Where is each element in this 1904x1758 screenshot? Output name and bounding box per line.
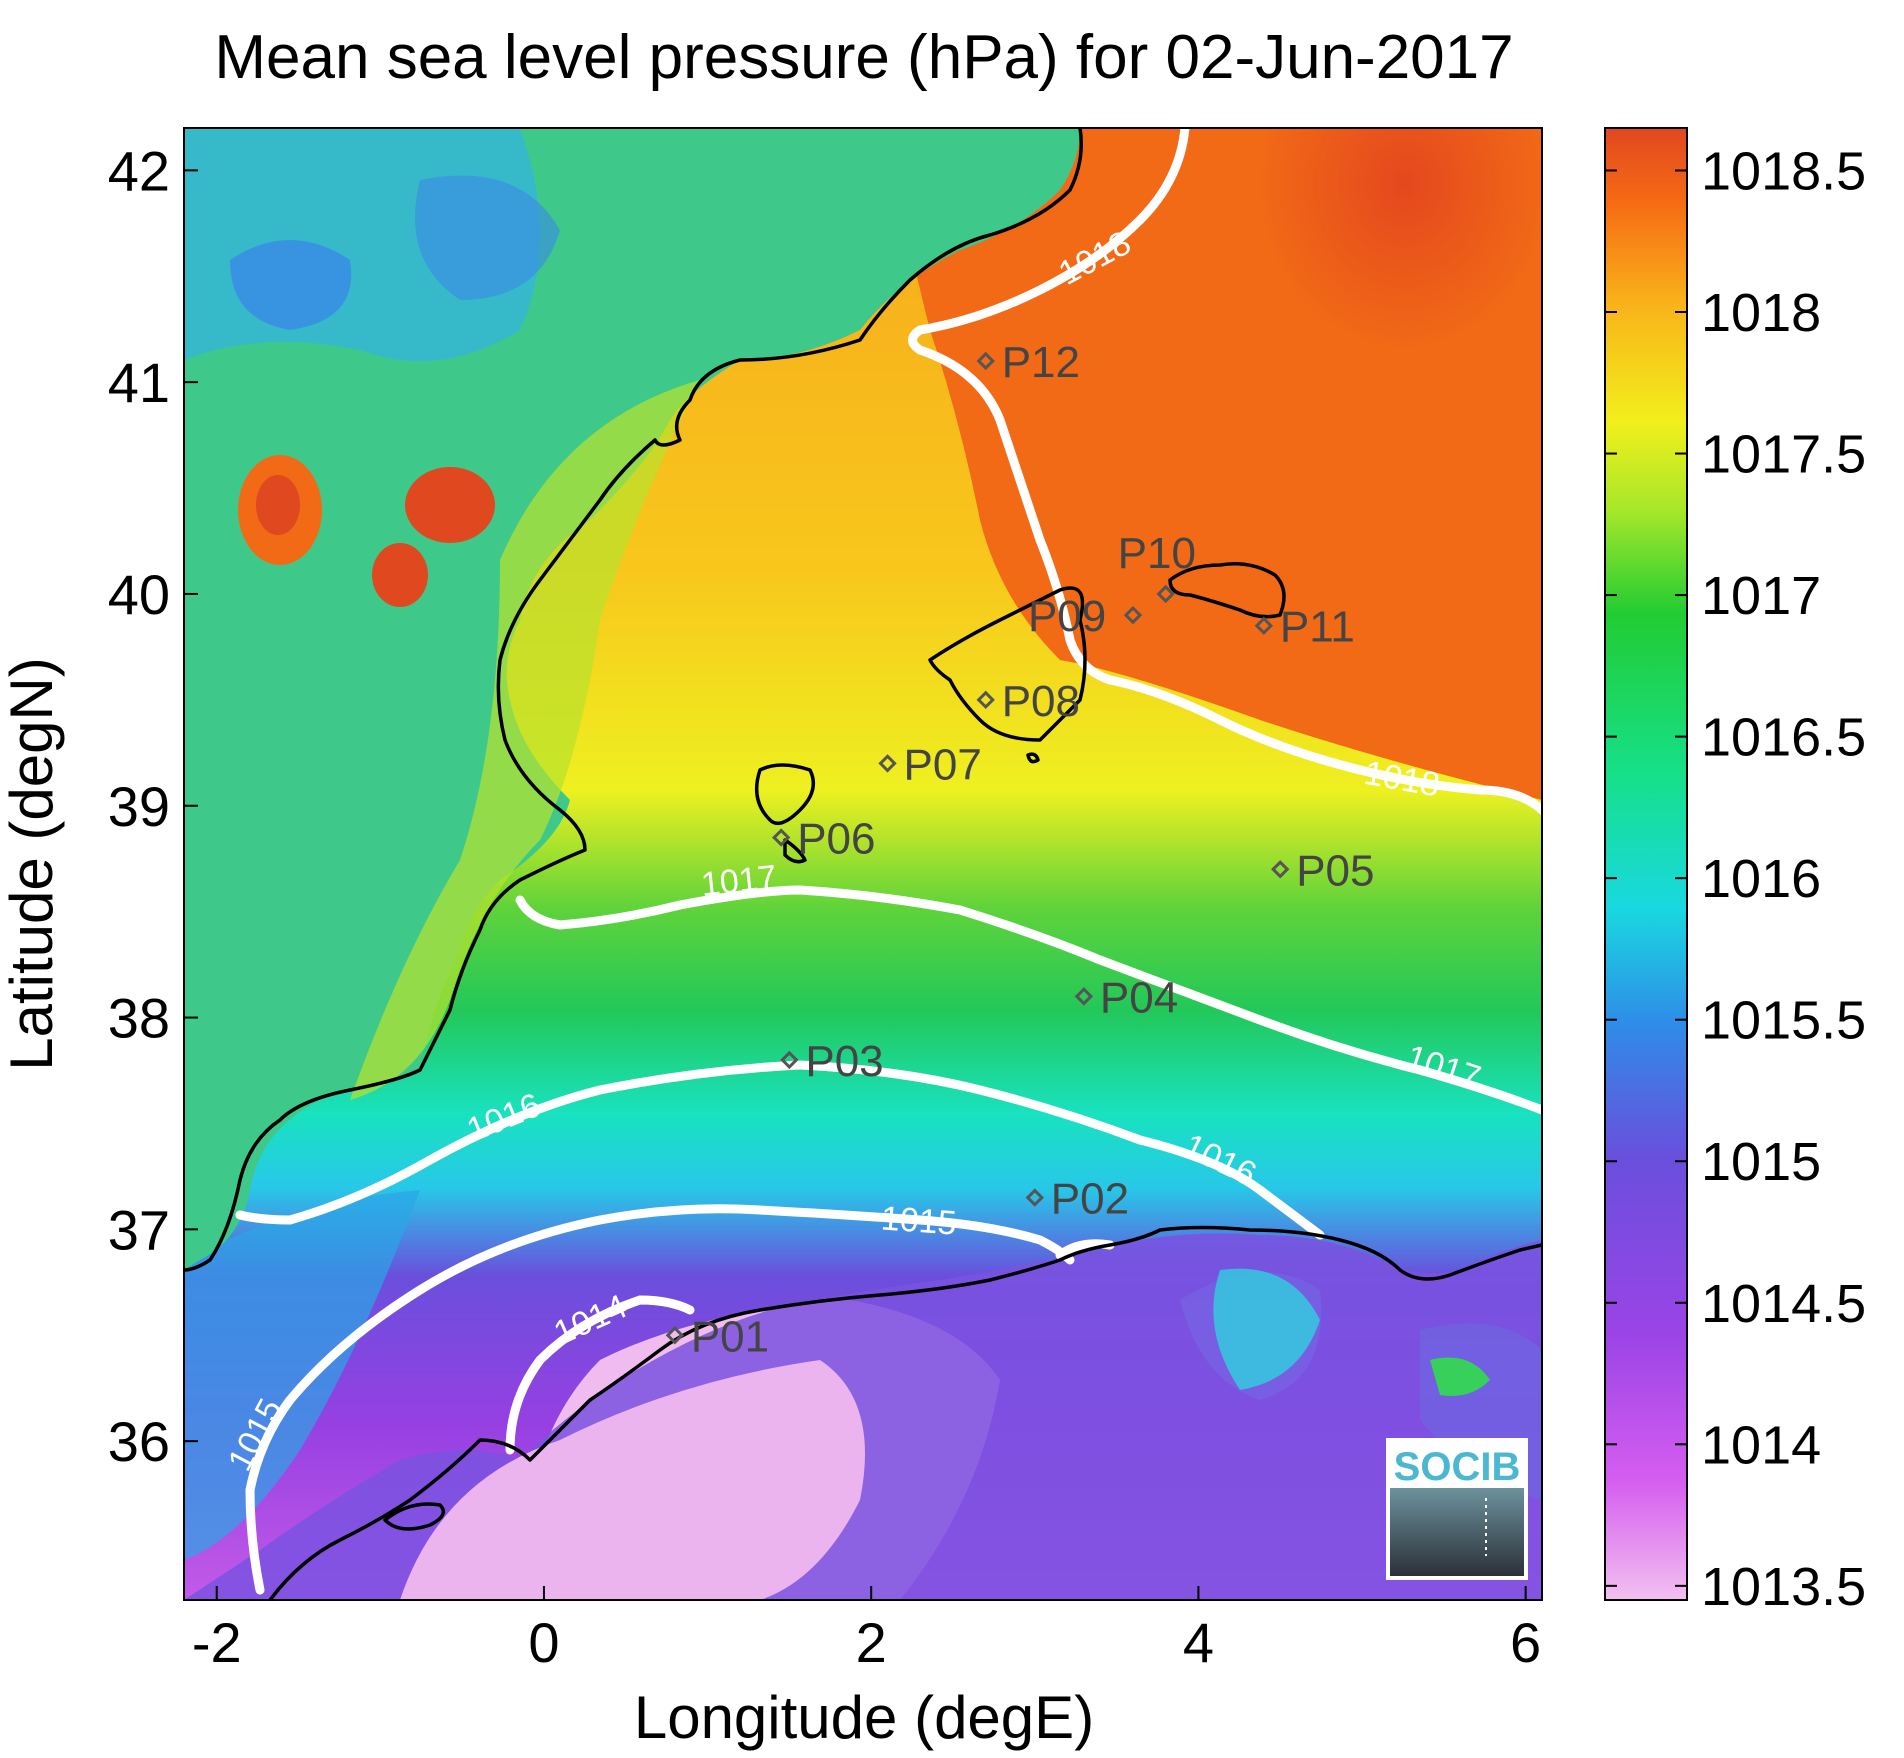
contour-1018: [908, 128, 1542, 815]
y-tick-label: 36: [108, 1410, 170, 1473]
land-high-blob-1c: [256, 475, 300, 535]
station-label: P09: [1028, 592, 1106, 641]
land-high-blob-2: [405, 467, 495, 543]
y-tick-label: 37: [108, 1198, 170, 1261]
station-marker: [976, 690, 995, 710]
coastlines: [184, 128, 1542, 1600]
station-marker: [1254, 616, 1274, 635]
land-iberia-tint: [350, 380, 700, 1100]
logo-text: SOCIB: [1394, 1445, 1521, 1489]
y-axis-ticks: 36 37 38 39 40 41 42: [108, 139, 198, 1473]
chart-title: Mean sea level pressure (hPa) for 02-Jun…: [214, 23, 1513, 92]
x-tick-label: 6: [1510, 1611, 1541, 1674]
coastline-africa: [268, 1225, 1542, 1600]
contour-1016: [235, 1060, 1325, 1240]
colorbar-tick-label: 1016.5: [1701, 708, 1866, 768]
y-tick-label: 38: [108, 987, 170, 1050]
contour-label: 1015: [880, 1199, 958, 1242]
colorbar-tick-label: 1018: [1701, 283, 1821, 343]
station-label: P03: [805, 1037, 883, 1086]
logo-header: [1390, 1442, 1524, 1488]
station-label: P11: [1280, 603, 1355, 652]
contour-1017: [515, 885, 1542, 1115]
colorbar-tick-label: 1017.5: [1701, 425, 1866, 485]
station-label: P10: [1118, 529, 1196, 578]
coastline-iberia: [184, 128, 1083, 1272]
plot-frame: [183, 127, 1543, 1601]
pressure-field-sw: [184, 1190, 420, 1560]
x-axis-label: Longitude (degE): [634, 1684, 1094, 1751]
coastline-cabrera: [1026, 752, 1040, 764]
station-marker: [976, 351, 995, 371]
colorbar-tick-label: 1018.5: [1701, 141, 1866, 201]
x-tick-label: 4: [1183, 1611, 1214, 1674]
colorbar-tick-label: 1013.5: [1701, 1557, 1866, 1617]
station-label: P08: [1002, 677, 1080, 726]
land-high-blob-3: [372, 543, 428, 607]
coastline-mallorca: [928, 586, 1087, 742]
socib-logo-icon: SOCIB: [1386, 1438, 1528, 1580]
coastline-alboran: [383, 1502, 446, 1531]
coastline-ibiza: [754, 763, 816, 826]
station-label: P04: [1100, 973, 1178, 1022]
colorbar-tick-label: 1015.5: [1701, 991, 1866, 1051]
station-marker: [1271, 860, 1290, 879]
station-marker: [1074, 987, 1094, 1006]
land-africa-green: [1430, 1357, 1490, 1396]
y-tick-label: 40: [108, 563, 170, 626]
x-tick-label: -2: [192, 1611, 242, 1674]
colorbar-tick-label: 1014.5: [1701, 1274, 1866, 1334]
colorbar-tick-label: 1016: [1701, 849, 1821, 909]
land-africa-pink: [400, 1360, 865, 1600]
pressure-field-high-core: [1050, 128, 1542, 688]
station-marker: [1123, 605, 1143, 625]
station-marker: [1156, 584, 1175, 604]
y-axis-label: Latitude (degN): [0, 657, 65, 1071]
contour-label: 1017: [699, 858, 778, 904]
contour-1015: [245, 1204, 1075, 1595]
station-label: P01: [691, 1312, 769, 1361]
y-tick-label: 41: [108, 351, 170, 414]
station-label: P07: [904, 740, 982, 789]
station-label: P06: [797, 815, 875, 864]
colorbar: [1604, 127, 1688, 1601]
station-marker: [772, 828, 791, 847]
x-tick-label: 0: [528, 1611, 559, 1674]
station-label: P12: [1002, 338, 1080, 387]
colorbar-tick-label: 1017: [1701, 566, 1821, 626]
x-axis-ticks: -2 0 2 4 6: [192, 1586, 1541, 1674]
land-iberia-bluepatch: [230, 240, 352, 330]
contour-1014: [505, 1295, 695, 1455]
station-marker: [878, 754, 897, 773]
station-marker: [665, 1326, 685, 1345]
land-africa-cyan: [1213, 1268, 1320, 1390]
station-marker: [1025, 1188, 1044, 1207]
coastline-menorca: [1168, 562, 1286, 619]
map-plot-area: [184, 128, 1542, 1600]
colorbar-tick-label: 1015: [1701, 1132, 1821, 1192]
station-marker: [780, 1050, 799, 1070]
land-iberia-blue2: [415, 175, 560, 300]
x-tick-label: 2: [856, 1611, 887, 1674]
y-tick-label: 42: [108, 139, 170, 202]
colorbar-tick-label: 1014: [1701, 1415, 1821, 1475]
station-label: P02: [1051, 1175, 1129, 1224]
coastline-formentera: [783, 838, 807, 864]
y-tick-label: 39: [108, 775, 170, 838]
colorbar-ticks: 1013.5 1014 1014.5 1015 1015.5 1016 1016.5 1017…: [1605, 141, 1866, 1617]
station-label: P05: [1296, 846, 1374, 895]
